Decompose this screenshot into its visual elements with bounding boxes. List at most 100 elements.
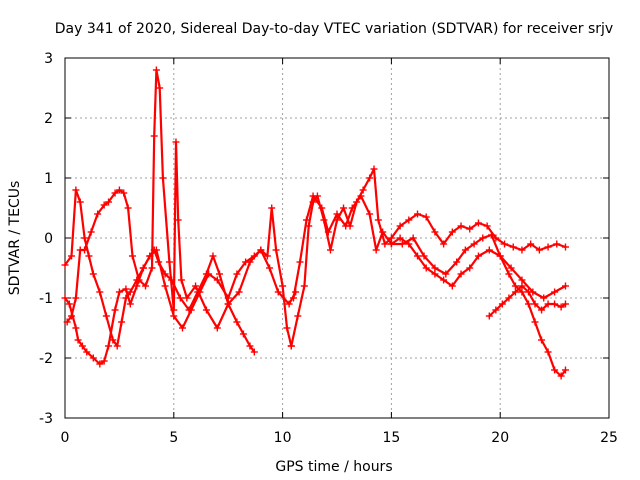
data-point: [233, 318, 241, 326]
data-point: [78, 342, 86, 350]
data-point: [192, 282, 200, 290]
data-point: [170, 306, 178, 314]
data-point: [202, 270, 210, 278]
data-point: [115, 288, 123, 296]
data-point: [257, 246, 265, 254]
data-point: [285, 300, 293, 308]
series-line: [66, 68, 293, 348]
data-point: [165, 258, 173, 266]
data-point: [85, 252, 93, 260]
data-point: [83, 348, 91, 356]
data-point: [61, 294, 69, 302]
data-point: [544, 348, 552, 356]
data-point: [176, 294, 184, 302]
data-point: [414, 210, 422, 218]
series-trace-f: [387, 234, 569, 302]
data-point: [266, 264, 274, 272]
data-point: [557, 372, 565, 380]
data-point: [461, 246, 469, 254]
data-point: [366, 210, 374, 218]
data-point: [209, 252, 217, 260]
data-point: [68, 312, 76, 320]
data-point: [557, 303, 565, 311]
data-point: [135, 276, 143, 284]
data-point: [501, 240, 509, 248]
series-trace-g: [485, 282, 569, 320]
data-point: [177, 276, 185, 284]
data-point: [96, 288, 104, 296]
data-point: [126, 300, 134, 308]
data-point: [422, 213, 430, 221]
data-point: [561, 282, 569, 290]
y-axis-ticks: -3 -2 -1 0 1 2 3: [39, 51, 609, 427]
data-point: [148, 264, 156, 272]
data-point: [161, 282, 169, 290]
data-point: [65, 300, 73, 308]
data-point: [300, 282, 308, 290]
data-point: [152, 66, 160, 74]
data-point: [544, 243, 552, 251]
data-point: [466, 225, 474, 233]
data-point: [333, 210, 341, 218]
data-point: [294, 312, 302, 320]
data-point: [81, 246, 89, 254]
data-point: [366, 174, 374, 182]
data-point: [553, 240, 561, 248]
data-point: [215, 270, 223, 278]
data-point: [224, 300, 232, 308]
data-point: [89, 270, 97, 278]
y-tick-label: 3: [44, 51, 53, 67]
data-point: [156, 84, 164, 92]
data-point: [342, 222, 350, 230]
grid: [65, 58, 609, 418]
data-point: [283, 324, 291, 332]
data-point: [100, 357, 108, 365]
data-point: [398, 240, 406, 248]
data-point: [263, 252, 271, 260]
data-point: [544, 300, 552, 308]
data-point: [538, 336, 546, 344]
series-line: [290, 167, 567, 348]
data-point: [100, 201, 108, 209]
data-point: [405, 216, 413, 224]
data-point: [531, 300, 539, 308]
data-point: [74, 336, 82, 344]
data-point: [289, 294, 297, 302]
data-point: [81, 234, 89, 242]
data-point: [185, 306, 193, 314]
data-point: [324, 228, 332, 236]
data-point: [68, 252, 76, 260]
data-point: [159, 174, 167, 182]
data-point: [511, 288, 519, 296]
data-point: [551, 300, 559, 308]
x-tick-label: 15: [382, 430, 400, 446]
data-point: [485, 246, 493, 254]
data-point: [535, 246, 543, 254]
data-point: [155, 258, 163, 266]
data-point: [179, 324, 187, 332]
series-trace-c: [63, 66, 295, 350]
data-point: [235, 288, 243, 296]
data-point: [457, 222, 465, 230]
data-point: [457, 270, 465, 278]
x-tick-label: 10: [274, 430, 292, 446]
data-point: [213, 324, 221, 332]
y-axis-label: SDTVAR / TECUs: [7, 181, 23, 296]
data-point: [202, 306, 210, 314]
x-tick-label: 5: [169, 430, 178, 446]
data-point: [527, 240, 535, 248]
data-point: [296, 258, 304, 266]
data-point: [551, 366, 559, 374]
data-point: [239, 330, 247, 338]
data-series: [61, 66, 569, 380]
data-point: [250, 348, 258, 356]
data-point: [348, 204, 356, 212]
data-point: [374, 216, 382, 224]
data-point: [122, 285, 130, 293]
data-point: [170, 312, 178, 320]
data-point: [507, 264, 515, 272]
data-point: [161, 270, 169, 278]
data-point: [122, 294, 130, 302]
data-point: [414, 252, 422, 260]
data-point: [172, 138, 180, 146]
